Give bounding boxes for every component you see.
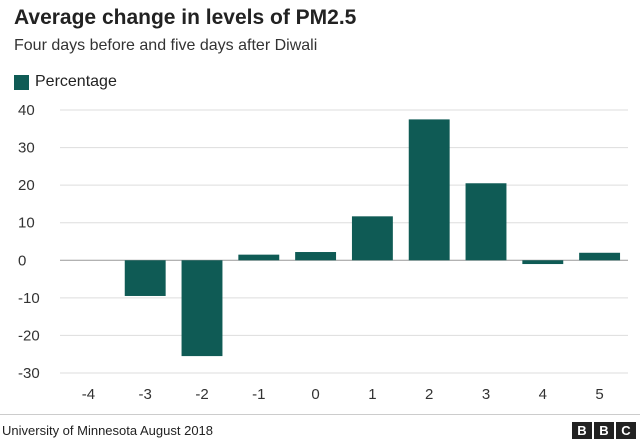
legend-swatch (14, 74, 29, 90)
x-tick-label: 4 (539, 386, 547, 403)
legend-label: Percentage (35, 73, 117, 90)
bar (295, 252, 337, 261)
y-tick-label: 40 (18, 102, 35, 119)
bar (238, 254, 280, 261)
y-tick-label: 0 (18, 252, 26, 269)
bar (181, 260, 223, 357)
source-note: University of Minnesota August 2018 (2, 423, 214, 438)
x-tick-label: -1 (252, 386, 265, 403)
x-tick-label: -3 (139, 386, 152, 403)
chart-title: Average change in levels of PM2.5 (14, 6, 357, 29)
bar (351, 216, 393, 261)
x-tick-label: 2 (425, 386, 433, 403)
bbc-logo-letter: B (594, 422, 614, 439)
y-tick-label: 20 (18, 177, 35, 194)
y-tick-label: -10 (18, 290, 40, 307)
y-tick-label: -30 (18, 365, 40, 382)
y-tick-label: 10 (18, 215, 35, 232)
x-tick-label: 1 (368, 386, 376, 403)
footer-divider (0, 414, 640, 415)
y-tick-label: -20 (18, 327, 40, 344)
bar (522, 260, 564, 265)
x-tick-label: 3 (482, 386, 490, 403)
bar (124, 260, 166, 296)
x-tick-label: 5 (595, 386, 603, 403)
gridlines (60, 109, 628, 374)
bar (408, 119, 450, 261)
legend: Percentage (14, 73, 117, 91)
y-tick-label: 30 (18, 140, 35, 157)
bbc-logo: B B C (572, 422, 636, 439)
bar (465, 183, 507, 261)
chart-subtitle: Four days before and five days after Diw… (14, 37, 318, 54)
x-tick-label: -4 (82, 386, 95, 403)
x-tick-label: 0 (311, 386, 319, 403)
bbc-logo-letter: C (616, 422, 636, 439)
bars (124, 119, 621, 357)
x-tick-label: -2 (195, 386, 208, 403)
bbc-logo-letter: B (572, 422, 592, 439)
bar (579, 252, 621, 261)
